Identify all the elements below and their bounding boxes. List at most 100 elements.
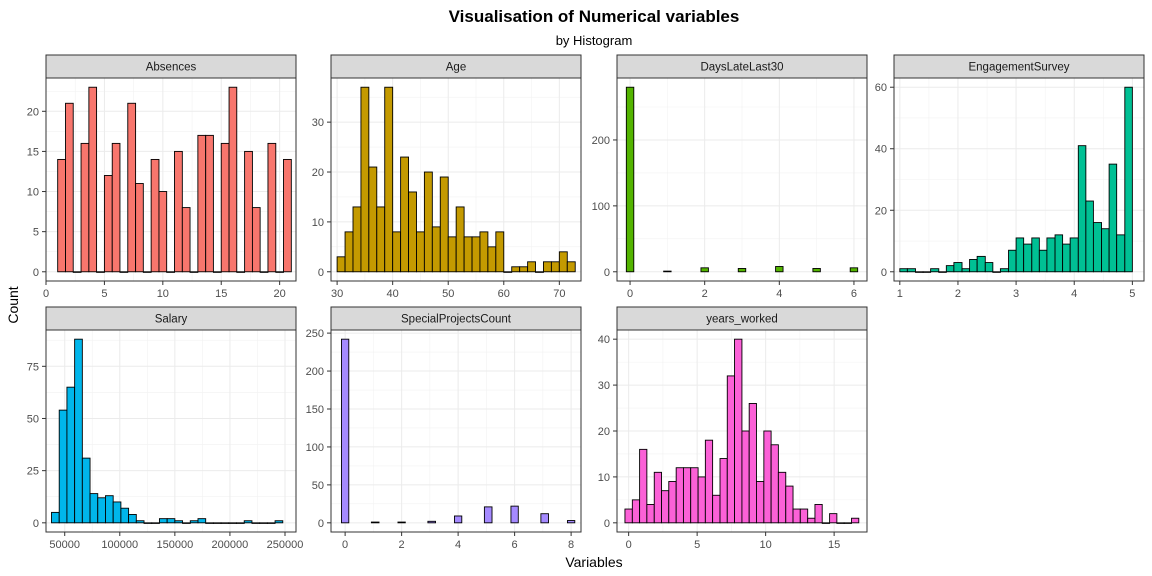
histogram-bar	[205, 134, 214, 273]
y-tick-label: 10	[312, 217, 324, 229]
y-tick-label: 250	[306, 328, 324, 340]
facet-strip-label: SpecialProjectsCount	[401, 314, 512, 326]
y-tick-label: 50	[312, 480, 324, 492]
histogram-bar	[829, 513, 838, 524]
histogram-bar	[397, 521, 406, 524]
histogram-bar	[220, 142, 230, 273]
histogram-bar	[189, 520, 199, 524]
histogram-bar	[1046, 237, 1056, 273]
histogram-bar	[267, 142, 277, 273]
histogram-bar	[690, 467, 699, 524]
histogram-bar	[646, 504, 655, 524]
histogram-bar	[540, 513, 549, 524]
histogram-bar	[112, 501, 122, 524]
histogram-bar	[1124, 86, 1133, 273]
histogram-bar	[785, 485, 794, 524]
panel-border	[45, 77, 297, 282]
y-tick-label: 0	[318, 267, 324, 279]
x-tick-label: 0	[342, 539, 348, 551]
histogram-bar	[74, 338, 83, 524]
histogram-bar	[341, 338, 350, 524]
histogram-bar	[220, 522, 230, 524]
y-tick-label: 100	[592, 201, 610, 213]
histogram-bar	[915, 271, 924, 273]
y-tick-label: 75	[27, 361, 39, 373]
histogram-bar	[400, 156, 410, 273]
y-tick-label: 200	[306, 366, 324, 378]
histogram-bar	[777, 471, 787, 524]
histogram-bar	[807, 517, 816, 524]
histogram-bar	[370, 521, 380, 524]
histogram-bar	[639, 448, 648, 524]
y-tick-label: 40	[875, 144, 887, 156]
x-tick-label: 5	[101, 288, 107, 300]
panel-border	[330, 329, 582, 533]
histogram-bar	[376, 206, 386, 273]
y-tick-label: 0	[604, 267, 610, 279]
y-tick-label: 50	[27, 413, 39, 425]
x-tick-label: 0	[627, 288, 633, 300]
x-tick-label: 4	[455, 539, 461, 551]
chart-title: Visualisation of Numerical variables	[449, 7, 740, 26]
histogram-bar	[283, 158, 292, 273]
y-tick-label: 100	[306, 442, 324, 454]
histogram-bar	[1069, 237, 1079, 273]
histogram-bar	[770, 444, 779, 524]
histogram-bar	[712, 494, 721, 524]
histogram-bar	[737, 268, 747, 273]
histogram-bar	[336, 256, 346, 273]
histogram-bar	[984, 262, 994, 273]
histogram-bar	[700, 267, 709, 273]
x-tick-label: 100000	[101, 539, 138, 551]
histogram-bar	[734, 338, 743, 524]
x-tick-label: 200000	[212, 539, 249, 551]
panel-background	[331, 330, 581, 532]
histogram-bar	[653, 471, 662, 524]
histogram-bar	[775, 266, 784, 273]
histogram-bar	[111, 142, 121, 273]
facet-strip-label: Absences	[146, 62, 197, 74]
x-tick-label: 10	[157, 288, 169, 300]
histogram-bar	[566, 261, 576, 273]
y-tick-label: 10	[27, 187, 39, 199]
x-tick-label: 15	[828, 539, 840, 551]
x-tick-label: 6	[851, 288, 857, 300]
histogram-bar	[80, 142, 90, 273]
histogram-bar	[243, 520, 253, 524]
y-tick-label: 20	[312, 167, 324, 179]
histogram-bar	[1077, 145, 1087, 273]
histogram-bar	[675, 467, 684, 524]
y-axis-title: Count	[5, 286, 21, 323]
x-tick-label: 1	[897, 288, 903, 300]
histogram-bar	[392, 231, 402, 273]
histogram-bar	[135, 520, 145, 524]
histogram-bar	[719, 458, 728, 524]
y-tick-label: 60	[875, 82, 887, 94]
histogram-bar	[697, 476, 706, 524]
histogram-bar	[416, 231, 425, 273]
histogram-bar	[158, 191, 168, 273]
histogram-bar	[150, 158, 160, 273]
x-tick-label: 50	[442, 288, 454, 300]
x-tick-label: 10	[760, 539, 772, 551]
histogram-bar	[535, 271, 544, 273]
histogram-bar	[228, 86, 238, 273]
histogram-bar	[455, 206, 465, 273]
histogram-bar	[197, 518, 207, 524]
histogram-bar	[96, 271, 105, 273]
x-tick-label: 50000	[49, 539, 80, 551]
histogram-bar	[236, 522, 245, 524]
histogram-bar	[181, 207, 191, 273]
histogram-bar	[1085, 200, 1094, 273]
histogram-bar	[236, 271, 246, 273]
histogram-bar	[1015, 237, 1025, 273]
panel-border	[616, 77, 868, 282]
histogram-bar	[463, 236, 473, 273]
histogram-bar	[57, 158, 66, 273]
histogram-bar	[906, 268, 916, 273]
histogram-bar	[72, 271, 82, 273]
facet-panel: Absences 0 5 10 15 20 0 5 10 15 20	[27, 54, 297, 300]
histogram-bar	[471, 236, 481, 273]
histogram-bar	[166, 518, 176, 524]
histogram-bar	[1092, 222, 1103, 273]
